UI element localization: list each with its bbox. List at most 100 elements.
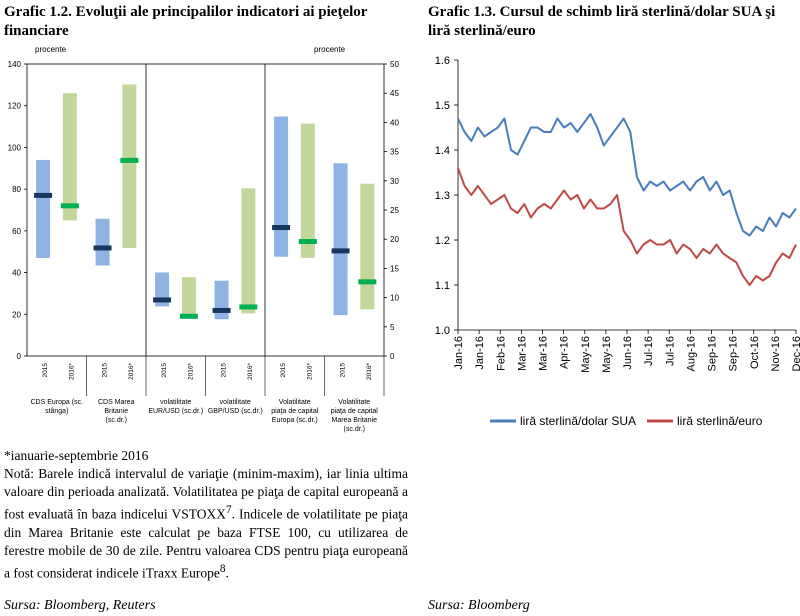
x-tick-label: Apr-16 — [559, 336, 571, 369]
range-bar — [214, 280, 229, 320]
period-label: 2015 — [101, 363, 108, 378]
x-tick-label: Jan-16 — [474, 336, 486, 370]
category-label: piaţa de capital — [331, 408, 379, 415]
category-label: piaţa de capital — [271, 408, 319, 415]
right-tick-label: 10 — [390, 294, 399, 303]
category-label: volatilitate — [220, 399, 251, 406]
last-value-marker — [93, 245, 112, 251]
range-bar — [300, 123, 315, 258]
note-star: *ianuarie-septembrie 2016 — [4, 448, 149, 463]
x-tick-label: May-16 — [580, 336, 592, 373]
left-tick-label: 60 — [12, 227, 21, 236]
category-label: EUR/USD (sc.dr.) — [148, 408, 203, 415]
x-tick-label: Mar-16 — [516, 336, 528, 371]
x-tick-label: Jan-16 — [453, 336, 465, 370]
period-label: 2016* — [188, 363, 195, 380]
right-tick-label: 20 — [390, 235, 399, 244]
period-label: 2016* — [69, 363, 76, 380]
range-bar — [62, 93, 77, 221]
category-label: Europa (sc.dr.) — [272, 417, 318, 424]
range-bar — [122, 84, 137, 248]
left-axis-unit: procente — [35, 45, 67, 54]
period-label: 2015 — [339, 363, 346, 378]
x-tick-label: Nov-16 — [770, 336, 782, 371]
left-tick-label: 100 — [8, 143, 22, 152]
chart2-title: Grafic 1.3. Cursul de schimb liră sterli… — [428, 4, 776, 39]
last-value-marker — [153, 297, 172, 303]
chart1-notes: *ianuarie-septembrie 2016 Notă: Barele i… — [4, 447, 408, 582]
x-tick-label: Jul-16 — [664, 336, 676, 366]
last-value-marker — [179, 313, 198, 319]
last-value-marker — [212, 307, 231, 313]
category-label: Britanie — [104, 408, 128, 415]
y-tick-label: 1.6 — [435, 55, 450, 67]
left-tick-label: 20 — [12, 310, 21, 319]
x-tick-label: Aug-16 — [685, 336, 697, 371]
exchange-rate-line-chart: 1.0 1.1 1.2 1.3 1.4 1.5 1.6 Jan-16 Jan-16 Feb-16 M… — [435, 55, 800, 428]
x-tick-label: May-16 — [601, 336, 613, 373]
category-label: GBP/USD (sc.dr.) — [208, 408, 263, 415]
category-label: (sc.dr.) — [106, 417, 127, 424]
period-label: 2015 — [42, 363, 49, 378]
range-bar — [333, 163, 348, 316]
category-label: stânga) — [45, 408, 68, 415]
range-bar — [95, 218, 110, 266]
right-tick-label: 30 — [390, 177, 399, 186]
range-bar — [274, 116, 289, 257]
y-tick-label: 1.4 — [435, 145, 450, 157]
x-tick-label: Feb-16 — [495, 336, 507, 371]
legend-label: liră sterlină/dolar SUA — [520, 414, 636, 428]
category-label: CDS Marea — [98, 399, 135, 406]
chart2-source: Sursa: Bloomberg — [428, 598, 530, 613]
left-tick-label: 0 — [17, 352, 22, 361]
left-tick-label: 140 — [8, 60, 22, 69]
financial-indicators-range-chart: procente procente 0 20 40 60 80 100 120 140 0 5 10 15… — [8, 45, 400, 433]
right-tick-label: 25 — [390, 206, 399, 215]
category-label: CDS Europa (sc. — [30, 399, 83, 406]
right-tick-label: 0 — [390, 352, 395, 361]
plot-frame — [26, 63, 385, 357]
x-tick-label: Dec-16 — [791, 336, 800, 371]
x-tick-label: Jul-16 — [643, 336, 655, 366]
y-tick-label: 1.2 — [435, 235, 450, 247]
last-value-marker — [34, 192, 53, 198]
range-bar — [181, 277, 196, 319]
x-tick-label: Jun-16 — [622, 336, 634, 370]
category-label: Marea Britanie — [331, 417, 377, 424]
chart1-title: Grafic 1.2. Evoluţii ale principalilor i… — [4, 4, 368, 39]
period-label: 2016* — [128, 363, 135, 380]
y-tick-label: 1.3 — [435, 190, 450, 202]
range-bar — [360, 183, 375, 310]
category-label: volatilitate — [160, 399, 191, 406]
y-tick-label: 1.5 — [435, 100, 450, 112]
x-tick-label: Mar-16 — [538, 336, 550, 371]
period-label: 2015 — [280, 363, 287, 378]
left-tick-label: 40 — [12, 269, 21, 278]
last-value-marker — [358, 279, 377, 285]
period-label: 2015 — [220, 363, 227, 378]
category-label: Volatilitate — [338, 399, 370, 406]
last-value-marker — [298, 239, 317, 245]
left-tick-label: 120 — [8, 102, 22, 111]
last-value-marker — [120, 157, 139, 163]
gbp-usd-line — [457, 113, 797, 237]
period-label: 2015 — [161, 363, 168, 378]
y-tick-label: 1.0 — [435, 325, 450, 337]
right-tick-label: 40 — [390, 118, 399, 127]
right-axis-unit: procente — [314, 45, 346, 54]
period-label: 2016* — [366, 363, 373, 380]
y-tick-label: 1.1 — [435, 280, 450, 292]
range-bar — [36, 159, 51, 258]
left-tick-label: 80 — [12, 185, 21, 194]
legend-label: liră sterlină/euro — [677, 414, 763, 428]
right-tick-label: 35 — [390, 148, 399, 157]
gbp-eur-line — [457, 167, 797, 286]
chart1-source: Sursa: Bloomberg, Reuters — [4, 598, 156, 613]
range-bar — [241, 188, 256, 314]
period-label: 2016* — [247, 363, 254, 380]
right-tick-label: 5 — [390, 323, 395, 332]
last-value-marker — [272, 225, 291, 231]
last-value-marker — [331, 248, 350, 254]
category-label: (sc.dr.) — [344, 426, 365, 433]
category-label: Volatilitate — [279, 399, 311, 406]
